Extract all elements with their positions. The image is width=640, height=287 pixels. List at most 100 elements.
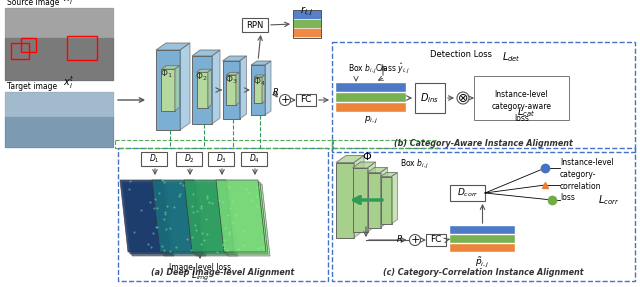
Text: $L_{det}$: $L_{det}$ <box>502 50 521 64</box>
Bar <box>336 93 406 102</box>
Polygon shape <box>236 72 239 105</box>
Text: Box $b_{i,j}$: Box $b_{i,j}$ <box>348 63 378 76</box>
Polygon shape <box>353 162 376 168</box>
Polygon shape <box>262 75 265 103</box>
Text: $\Phi_1$: $\Phi_1$ <box>159 68 172 80</box>
Bar <box>21 38 36 52</box>
Text: $\tilde{p}_{i,j}$: $\tilde{p}_{i,j}$ <box>476 255 490 269</box>
Bar <box>293 19 321 28</box>
Polygon shape <box>239 56 246 119</box>
Text: Instance-level
category-aware
loss: Instance-level category-aware loss <box>492 90 552 123</box>
Text: $D_{corr}$: $D_{corr}$ <box>456 187 478 199</box>
Polygon shape <box>180 43 190 130</box>
Bar <box>293 10 321 38</box>
Polygon shape <box>265 61 271 115</box>
FancyBboxPatch shape <box>474 76 569 120</box>
Text: FC: FC <box>300 96 312 104</box>
Polygon shape <box>227 72 239 75</box>
Polygon shape <box>251 65 265 115</box>
FancyBboxPatch shape <box>415 83 445 113</box>
Text: $\Phi_3$: $\Phi_3$ <box>225 74 237 86</box>
FancyBboxPatch shape <box>141 152 167 166</box>
Text: Image-level loss: Image-level loss <box>169 263 231 272</box>
FancyBboxPatch shape <box>426 234 446 246</box>
Polygon shape <box>223 56 246 61</box>
Text: $D_4$: $D_4$ <box>248 153 259 165</box>
Polygon shape <box>184 180 234 252</box>
Polygon shape <box>156 43 190 50</box>
Text: R: R <box>397 236 403 245</box>
Bar <box>450 226 515 234</box>
Polygon shape <box>196 69 211 72</box>
Polygon shape <box>367 172 381 228</box>
Circle shape <box>457 92 469 104</box>
Text: $L_{corr}$: $L_{corr}$ <box>598 193 620 207</box>
FancyBboxPatch shape <box>296 94 316 106</box>
Text: Target image: Target image <box>7 82 57 91</box>
Polygon shape <box>254 75 265 77</box>
Text: $\Phi_2$: $\Phi_2$ <box>195 71 207 84</box>
Text: $x_i^t$: $x_i^t$ <box>63 74 74 91</box>
Text: Class $\hat{y}_{i,j}$: Class $\hat{y}_{i,j}$ <box>375 61 410 76</box>
Bar <box>336 103 406 112</box>
Text: $D_3$: $D_3$ <box>216 153 227 165</box>
Bar <box>5 8 113 80</box>
Polygon shape <box>175 66 180 111</box>
Polygon shape <box>227 75 236 105</box>
FancyBboxPatch shape <box>208 152 234 166</box>
Polygon shape <box>251 61 271 65</box>
Text: $r_{i,j}$: $r_{i,j}$ <box>300 5 314 18</box>
Text: $\Phi$: $\Phi$ <box>362 150 372 162</box>
Polygon shape <box>254 77 262 103</box>
Polygon shape <box>367 168 387 172</box>
Text: FC: FC <box>430 236 442 245</box>
Polygon shape <box>161 66 180 69</box>
FancyBboxPatch shape <box>242 18 268 32</box>
Text: $\Phi_4$: $\Phi_4$ <box>253 76 266 88</box>
Polygon shape <box>392 172 397 224</box>
Text: $\otimes$: $\otimes$ <box>458 92 468 104</box>
Text: $x_i^s$: $x_i^s$ <box>63 0 75 7</box>
Text: +: + <box>410 235 420 245</box>
Text: (b) Category-Aware Instance Alignment: (b) Category-Aware Instance Alignment <box>394 139 572 148</box>
Polygon shape <box>223 61 239 119</box>
Text: $L_{cat}$: $L_{cat}$ <box>517 105 536 119</box>
Text: R: R <box>272 88 278 97</box>
Text: +: + <box>280 95 290 105</box>
Text: Instance-level
category-
correlation
loss: Instance-level category- correlation los… <box>560 158 614 202</box>
Polygon shape <box>196 72 207 108</box>
Polygon shape <box>156 50 180 130</box>
Polygon shape <box>381 177 392 224</box>
Polygon shape <box>124 184 174 256</box>
Text: $p_{i,j}$: $p_{i,j}$ <box>364 115 378 126</box>
Bar <box>336 83 406 92</box>
Polygon shape <box>156 184 206 256</box>
Bar <box>450 244 515 252</box>
Polygon shape <box>216 180 266 252</box>
Polygon shape <box>120 180 170 252</box>
FancyBboxPatch shape <box>450 185 485 201</box>
Bar <box>450 235 515 243</box>
FancyBboxPatch shape <box>241 152 267 166</box>
Polygon shape <box>192 50 220 56</box>
Polygon shape <box>218 182 268 254</box>
Polygon shape <box>367 162 376 232</box>
Text: (a) Deep Image-level Alignment: (a) Deep Image-level Alignment <box>151 268 294 277</box>
Polygon shape <box>354 156 364 238</box>
Polygon shape <box>122 182 172 254</box>
Text: $D_{ins}$: $D_{ins}$ <box>420 91 440 105</box>
Polygon shape <box>336 162 354 238</box>
Text: Source image: Source image <box>7 0 60 7</box>
Polygon shape <box>154 182 204 254</box>
Bar <box>67 36 97 60</box>
Polygon shape <box>188 184 238 256</box>
Text: $D_1$: $D_1$ <box>148 153 159 165</box>
Polygon shape <box>212 50 220 124</box>
Text: RPN: RPN <box>246 20 264 30</box>
Polygon shape <box>381 168 387 228</box>
Circle shape <box>410 234 420 245</box>
Text: $L_{img}$: $L_{img}$ <box>191 270 209 283</box>
Polygon shape <box>381 172 397 177</box>
FancyBboxPatch shape <box>176 152 202 166</box>
Bar <box>5 92 113 147</box>
